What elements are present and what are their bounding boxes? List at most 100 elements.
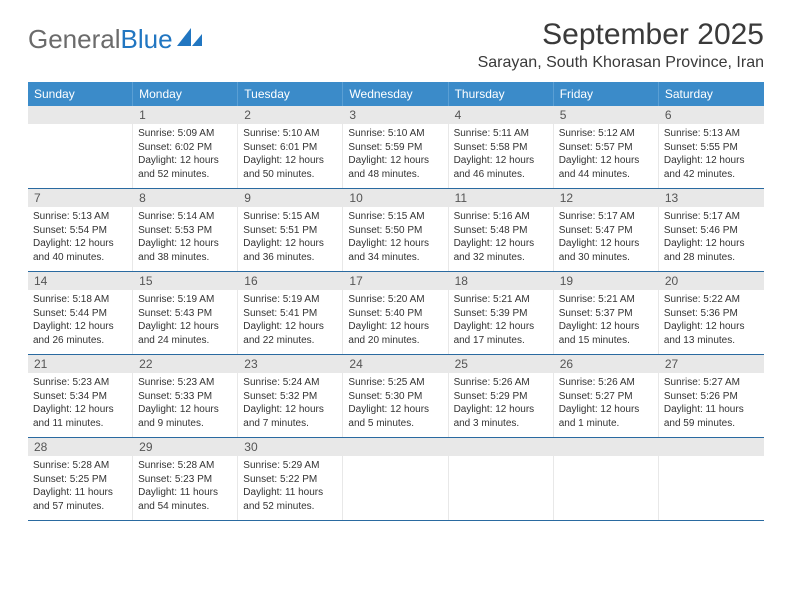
daylight-text: Daylight: 12 hours and 50 minutes.: [243, 154, 337, 181]
day-body: Sunrise: 5:19 AMSunset: 5:41 PMDaylight:…: [238, 290, 342, 352]
day-cell: 2Sunrise: 5:10 AMSunset: 6:01 PMDaylight…: [238, 106, 343, 188]
sunrise-text: Sunrise: 5:27 AM: [664, 376, 759, 390]
day-cell: 9Sunrise: 5:15 AMSunset: 5:51 PMDaylight…: [238, 189, 343, 271]
sunrise-text: Sunrise: 5:16 AM: [454, 210, 548, 224]
day-cell: 23Sunrise: 5:24 AMSunset: 5:32 PMDayligh…: [238, 355, 343, 437]
day-number: 10: [343, 189, 447, 207]
day-cell: 20Sunrise: 5:22 AMSunset: 5:36 PMDayligh…: [659, 272, 764, 354]
sunset-text: Sunset: 5:25 PM: [33, 473, 127, 487]
day-cell: 30Sunrise: 5:29 AMSunset: 5:22 PMDayligh…: [238, 438, 343, 520]
day-number: 25: [449, 355, 553, 373]
sunset-text: Sunset: 5:40 PM: [348, 307, 442, 321]
day-number: 1: [133, 106, 237, 124]
day-number: 5: [554, 106, 658, 124]
sunset-text: Sunset: 5:47 PM: [559, 224, 653, 238]
day-number: 14: [28, 272, 132, 290]
week-row: 21Sunrise: 5:23 AMSunset: 5:34 PMDayligh…: [28, 355, 764, 438]
day-cell: 15Sunrise: 5:19 AMSunset: 5:43 PMDayligh…: [133, 272, 238, 354]
sunset-text: Sunset: 5:27 PM: [559, 390, 653, 404]
day-body: Sunrise: 5:28 AMSunset: 5:25 PMDaylight:…: [28, 456, 132, 518]
day-number: 20: [659, 272, 764, 290]
sunrise-text: Sunrise: 5:09 AM: [138, 127, 232, 141]
sunset-text: Sunset: 5:43 PM: [138, 307, 232, 321]
daylight-text: Daylight: 11 hours and 57 minutes.: [33, 486, 127, 513]
day-body: Sunrise: 5:12 AMSunset: 5:57 PMDaylight:…: [554, 124, 658, 186]
day-number: [659, 438, 764, 456]
sunrise-text: Sunrise: 5:26 AM: [454, 376, 548, 390]
day-number: 30: [238, 438, 342, 456]
daylight-text: Daylight: 12 hours and 32 minutes.: [454, 237, 548, 264]
day-body: Sunrise: 5:10 AMSunset: 6:01 PMDaylight:…: [238, 124, 342, 186]
day-number: [343, 438, 447, 456]
daylight-text: Daylight: 12 hours and 24 minutes.: [138, 320, 232, 347]
day-body: Sunrise: 5:15 AMSunset: 5:50 PMDaylight:…: [343, 207, 447, 269]
sunset-text: Sunset: 5:34 PM: [33, 390, 127, 404]
day-number: 13: [659, 189, 764, 207]
day-cell: [343, 438, 448, 520]
sunset-text: Sunset: 5:54 PM: [33, 224, 127, 238]
sunrise-text: Sunrise: 5:17 AM: [664, 210, 759, 224]
sunrise-text: Sunrise: 5:11 AM: [454, 127, 548, 141]
sunrise-text: Sunrise: 5:24 AM: [243, 376, 337, 390]
daylight-text: Daylight: 12 hours and 46 minutes.: [454, 154, 548, 181]
sunrise-text: Sunrise: 5:21 AM: [454, 293, 548, 307]
day-number: 7: [28, 189, 132, 207]
day-number: 19: [554, 272, 658, 290]
sunrise-text: Sunrise: 5:10 AM: [348, 127, 442, 141]
sunrise-text: Sunrise: 5:28 AM: [138, 459, 232, 473]
daylight-text: Daylight: 12 hours and 42 minutes.: [664, 154, 759, 181]
daylight-text: Daylight: 11 hours and 54 minutes.: [138, 486, 232, 513]
day-body: Sunrise: 5:09 AMSunset: 6:02 PMDaylight:…: [133, 124, 237, 186]
daylight-text: Daylight: 12 hours and 13 minutes.: [664, 320, 759, 347]
daylight-text: Daylight: 12 hours and 52 minutes.: [138, 154, 232, 181]
sunrise-text: Sunrise: 5:21 AM: [559, 293, 653, 307]
sunset-text: Sunset: 5:30 PM: [348, 390, 442, 404]
title-block: September 2025 Sarayan, South Khorasan P…: [478, 18, 764, 72]
sunset-text: Sunset: 5:57 PM: [559, 141, 653, 155]
daylight-text: Daylight: 12 hours and 11 minutes.: [33, 403, 127, 430]
daylight-text: Daylight: 12 hours and 15 minutes.: [559, 320, 653, 347]
day-body: Sunrise: 5:21 AMSunset: 5:39 PMDaylight:…: [449, 290, 553, 352]
sunset-text: Sunset: 5:23 PM: [138, 473, 232, 487]
daylight-text: Daylight: 12 hours and 28 minutes.: [664, 237, 759, 264]
day-number: 12: [554, 189, 658, 207]
sunrise-text: Sunrise: 5:19 AM: [138, 293, 232, 307]
sunrise-text: Sunrise: 5:23 AM: [33, 376, 127, 390]
day-number: 2: [238, 106, 342, 124]
sunset-text: Sunset: 5:26 PM: [664, 390, 759, 404]
day-number: 28: [28, 438, 132, 456]
day-body: Sunrise: 5:23 AMSunset: 5:34 PMDaylight:…: [28, 373, 132, 435]
day-number: 8: [133, 189, 237, 207]
day-number: 29: [133, 438, 237, 456]
sunset-text: Sunset: 5:55 PM: [664, 141, 759, 155]
sunset-text: Sunset: 5:48 PM: [454, 224, 548, 238]
day-cell: 28Sunrise: 5:28 AMSunset: 5:25 PMDayligh…: [28, 438, 133, 520]
day-body: Sunrise: 5:17 AMSunset: 5:47 PMDaylight:…: [554, 207, 658, 269]
day-cell: 10Sunrise: 5:15 AMSunset: 5:50 PMDayligh…: [343, 189, 448, 271]
day-cell: 26Sunrise: 5:26 AMSunset: 5:27 PMDayligh…: [554, 355, 659, 437]
sunrise-text: Sunrise: 5:23 AM: [138, 376, 232, 390]
day-number: 4: [449, 106, 553, 124]
daylight-text: Daylight: 12 hours and 17 minutes.: [454, 320, 548, 347]
week-row: 14Sunrise: 5:18 AMSunset: 5:44 PMDayligh…: [28, 272, 764, 355]
week-row: 28Sunrise: 5:28 AMSunset: 5:25 PMDayligh…: [28, 438, 764, 521]
day-number: 22: [133, 355, 237, 373]
day-cell: 27Sunrise: 5:27 AMSunset: 5:26 PMDayligh…: [659, 355, 764, 437]
day-body: Sunrise: 5:23 AMSunset: 5:33 PMDaylight:…: [133, 373, 237, 435]
day-body: Sunrise: 5:22 AMSunset: 5:36 PMDaylight:…: [659, 290, 764, 352]
header: GeneralBlue September 2025 Sarayan, Sout…: [28, 18, 764, 72]
sunset-text: Sunset: 5:39 PM: [454, 307, 548, 321]
sunset-text: Sunset: 5:22 PM: [243, 473, 337, 487]
sunset-text: Sunset: 5:37 PM: [559, 307, 653, 321]
day-cell: 18Sunrise: 5:21 AMSunset: 5:39 PMDayligh…: [449, 272, 554, 354]
day-body: Sunrise: 5:28 AMSunset: 5:23 PMDaylight:…: [133, 456, 237, 518]
sunrise-text: Sunrise: 5:13 AM: [33, 210, 127, 224]
sunrise-text: Sunrise: 5:22 AM: [664, 293, 759, 307]
day-body: Sunrise: 5:13 AMSunset: 5:55 PMDaylight:…: [659, 124, 764, 186]
weekday-header: Tuesday: [238, 82, 343, 106]
day-cell: [659, 438, 764, 520]
weekday-header: Saturday: [659, 82, 764, 106]
daylight-text: Daylight: 12 hours and 1 minute.: [559, 403, 653, 430]
day-cell: [554, 438, 659, 520]
weekday-header: Sunday: [28, 82, 133, 106]
